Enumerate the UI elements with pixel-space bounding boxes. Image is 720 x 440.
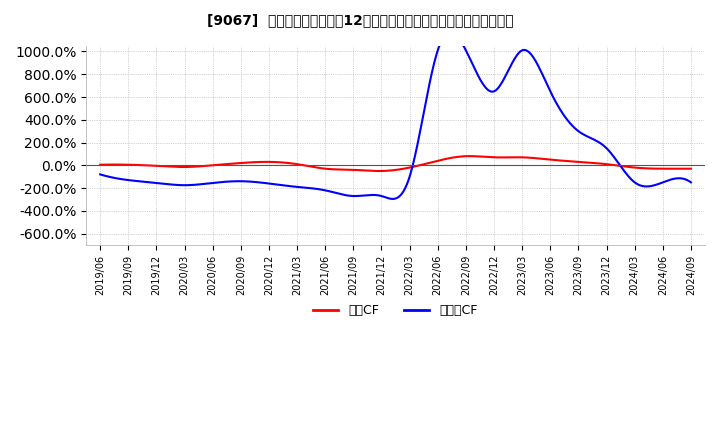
営業CF [449,155,457,160]
営業CF [465,154,474,159]
営業CF [96,162,104,167]
フリーCF [675,176,683,181]
営業CF [417,162,426,168]
Line: フリーCF: フリーCF [100,33,691,199]
営業CF [687,166,696,171]
Line: 営業CF: 営業CF [100,156,691,171]
フリーCF [380,194,389,200]
営業CF [377,169,386,174]
営業CF [582,160,591,165]
フリーCF [388,196,397,202]
フリーCF [377,193,385,198]
フリーCF [417,124,426,129]
Text: [9067]  キャッシュフローの12か月移動合計の対前年同期増減率の推移: [9067] キャッシュフローの12か月移動合計の対前年同期増減率の推移 [207,13,513,27]
フリーCF [582,133,591,139]
Legend: 営業CF, フリーCF: 営業CF, フリーCF [308,299,482,323]
営業CF [375,169,384,174]
営業CF [675,166,683,171]
フリーCF [446,30,455,35]
フリーCF [687,180,696,185]
営業CF [381,168,390,173]
フリーCF [450,31,459,37]
フリーCF [96,172,104,177]
